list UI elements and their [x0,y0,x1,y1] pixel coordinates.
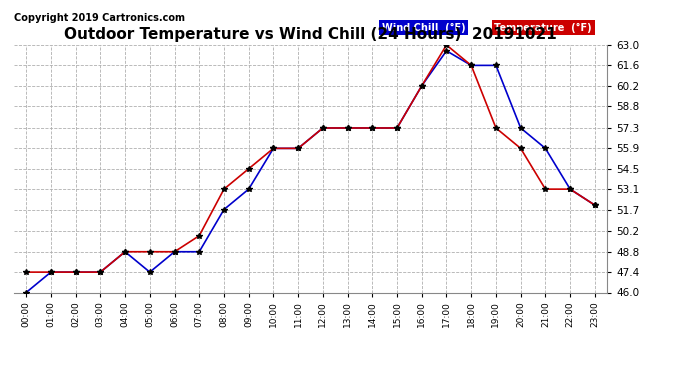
Title: Outdoor Temperature vs Wind Chill (24 Hours)  20191021: Outdoor Temperature vs Wind Chill (24 Ho… [64,27,557,42]
Text: Temperature  (°F): Temperature (°F) [495,22,592,33]
Text: Wind Chill  (°F): Wind Chill (°F) [382,22,465,33]
Text: Copyright 2019 Cartronics.com: Copyright 2019 Cartronics.com [14,13,185,23]
